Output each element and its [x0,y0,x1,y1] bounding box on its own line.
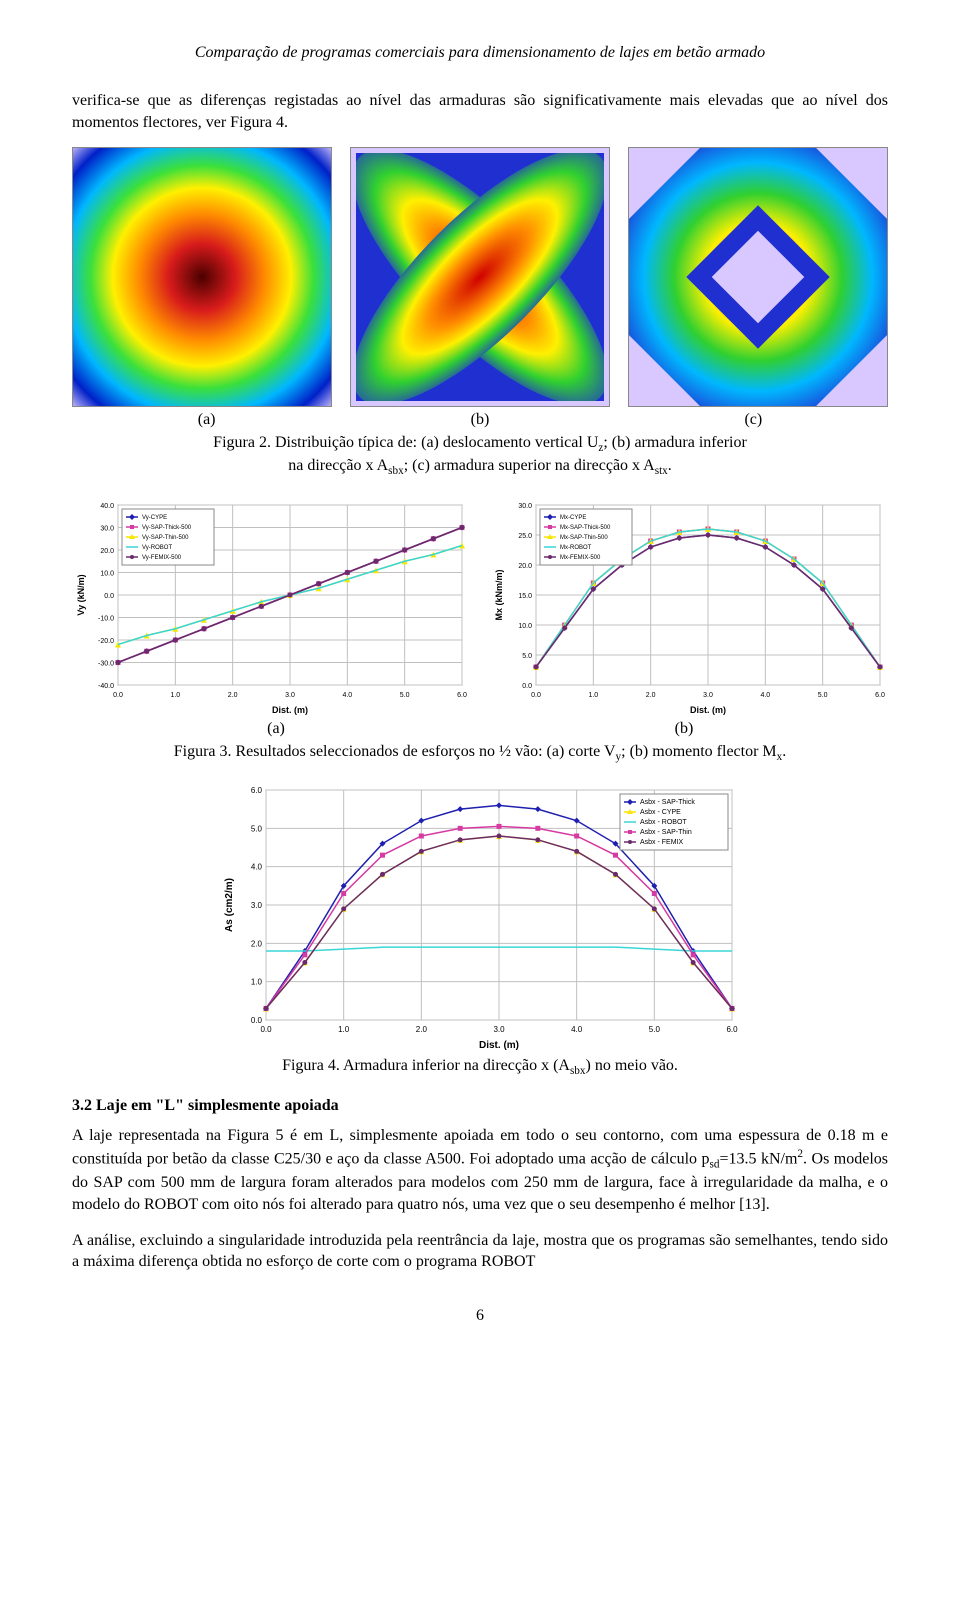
svg-text:10.0: 10.0 [100,570,114,577]
svg-text:4.0: 4.0 [571,1025,583,1034]
svg-text:Dist. (m): Dist. (m) [690,705,726,715]
svg-text:0.0: 0.0 [113,692,123,699]
section-3-2-heading: 3.2 Laje em "L" simplesmente apoiada [72,1097,888,1115]
paragraph-2: A laje representada na Figura 5 é em L, … [72,1125,888,1215]
svg-text:3.0: 3.0 [251,901,263,910]
figure3-sublabels: (a) (b) [72,720,888,738]
svg-text:-20.0: -20.0 [98,638,114,645]
svg-text:Dist. (m): Dist. (m) [479,1040,519,1051]
label-b: (b) [345,411,614,429]
figure2-sublabels: (a) (b) (c) [72,411,888,429]
svg-text:30.0: 30.0 [100,525,114,532]
svg-text:Asbx - SAP-Thin: Asbx - SAP-Thin [640,829,692,836]
svg-text:-10.0: -10.0 [98,615,114,622]
svg-text:Asbx - CYPE: Asbx - CYPE [640,809,681,816]
svg-text:5.0: 5.0 [649,1025,661,1034]
label-3b: (b) [480,720,888,738]
svg-text:10.0: 10.0 [518,623,532,630]
svg-text:3.0: 3.0 [703,692,713,699]
svg-text:Mx-ROBOT: Mx-ROBOT [560,545,592,551]
svg-text:-30.0: -30.0 [98,660,114,667]
svg-text:40.0: 40.0 [100,503,114,510]
svg-text:1.0: 1.0 [588,692,598,699]
svg-text:6.0: 6.0 [726,1025,738,1034]
svg-text:4.0: 4.0 [342,692,352,699]
svg-text:6.0: 6.0 [875,692,885,699]
svg-text:15.0: 15.0 [518,593,532,600]
figure2-row [72,147,888,407]
svg-text:Mx-SAP-Thick-500: Mx-SAP-Thick-500 [560,525,611,531]
label-c: (c) [619,411,888,429]
svg-text:2.0: 2.0 [416,1025,428,1034]
svg-text:4.0: 4.0 [760,692,770,699]
colormap-a [72,147,332,407]
svg-text:5.0: 5.0 [251,825,263,834]
chart-vy: -40.0 -30.0 -20.0 -10.0 0.0 10.0 20.0 30.0 40.0 0… [72,497,470,717]
svg-text:6.0: 6.0 [457,692,467,699]
paragraph-3: A análise, excluindo a singularidade int… [72,1230,888,1273]
colormap-b [350,147,610,407]
svg-text:Asbx - FEMIX: Asbx - FEMIX [640,839,684,846]
svg-text:2.0: 2.0 [251,940,263,949]
colormap-c [628,147,888,407]
svg-text:Mx-SAP-Thin-500: Mx-SAP-Thin-500 [560,535,608,541]
svg-text:Vy-ROBOT: Vy-ROBOT [142,545,172,551]
chart-mx: 0.0 5.0 10.0 15.0 20.0 25.0 30.0 0.0 1.0 2.0 3.0 4.… [490,497,888,717]
svg-text:0.0: 0.0 [104,593,114,600]
svg-text:2.0: 2.0 [646,692,656,699]
figure4-row: 0.0 1.0 2.0 3.0 4.0 5.0 6.0 0.0 1.0 2.0 3.0 4.0 5.0 6… [72,782,888,1052]
svg-text:Dist. (m): Dist. (m) [272,705,308,715]
svg-text:Mx-CYPE: Mx-CYPE [560,515,586,521]
svg-text:0.0: 0.0 [531,692,541,699]
figure2-caption: Figura 2. Distribuição típica de: (a) de… [72,433,888,479]
svg-text:5.0: 5.0 [400,692,410,699]
svg-text:0.0: 0.0 [522,683,532,690]
chart-asbx: 0.0 1.0 2.0 3.0 4.0 5.0 6.0 0.0 1.0 2.0 3.0 4.0 5.0 6… [220,782,740,1052]
svg-text:Vy-SAP-Thick-500: Vy-SAP-Thick-500 [142,525,192,531]
svg-text:25.0: 25.0 [518,533,532,540]
page-header: Comparação de programas comerciais para … [72,44,888,62]
svg-text:30.0: 30.0 [518,503,532,510]
figure3-row: -40.0 -30.0 -20.0 -10.0 0.0 10.0 20.0 30.0 40.0 0… [72,497,888,722]
svg-text:Vy-CYPE: Vy-CYPE [142,515,167,521]
svg-text:1.0: 1.0 [251,978,263,987]
svg-text:1.0: 1.0 [338,1025,350,1034]
figure3-caption: Figura 3. Resultados seleccionados de es… [72,742,888,765]
paragraph-1: verifica-se que as diferenças registadas… [72,90,888,133]
svg-text:Vy-FEMIX-500: Vy-FEMIX-500 [142,555,182,561]
svg-text:20.0: 20.0 [518,563,532,570]
svg-text:3.0: 3.0 [493,1025,505,1034]
svg-text:Asbx - ROBOT: Asbx - ROBOT [640,819,687,826]
svg-text:5.0: 5.0 [818,692,828,699]
svg-text:5.0: 5.0 [522,653,532,660]
svg-text:Mx (kNm/m): Mx (kNm/m) [494,569,504,620]
svg-text:Mx-FEMIX-500: Mx-FEMIX-500 [560,555,601,561]
svg-text:3.0: 3.0 [285,692,295,699]
svg-text:0.0: 0.0 [251,1016,263,1025]
figure4-caption: Figura 4. Armadura inferior na direcção … [72,1056,888,1079]
svg-text:20.0: 20.0 [100,548,114,555]
svg-text:-40.0: -40.0 [98,683,114,690]
svg-text:0.0: 0.0 [260,1025,272,1034]
svg-text:1.0: 1.0 [170,692,180,699]
svg-text:Asbx - SAP-Thick: Asbx - SAP-Thick [640,799,695,806]
page-number: 6 [72,1307,888,1325]
svg-text:As (cm2/m): As (cm2/m) [224,878,235,932]
label-3a: (a) [72,720,480,738]
svg-text:Vy (kN/m): Vy (kN/m) [76,574,86,615]
label-a: (a) [72,411,341,429]
svg-text:6.0: 6.0 [251,786,263,795]
svg-text:2.0: 2.0 [228,692,238,699]
svg-text:Vy-SAP-Thin-500: Vy-SAP-Thin-500 [142,535,189,541]
svg-text:4.0: 4.0 [251,863,263,872]
